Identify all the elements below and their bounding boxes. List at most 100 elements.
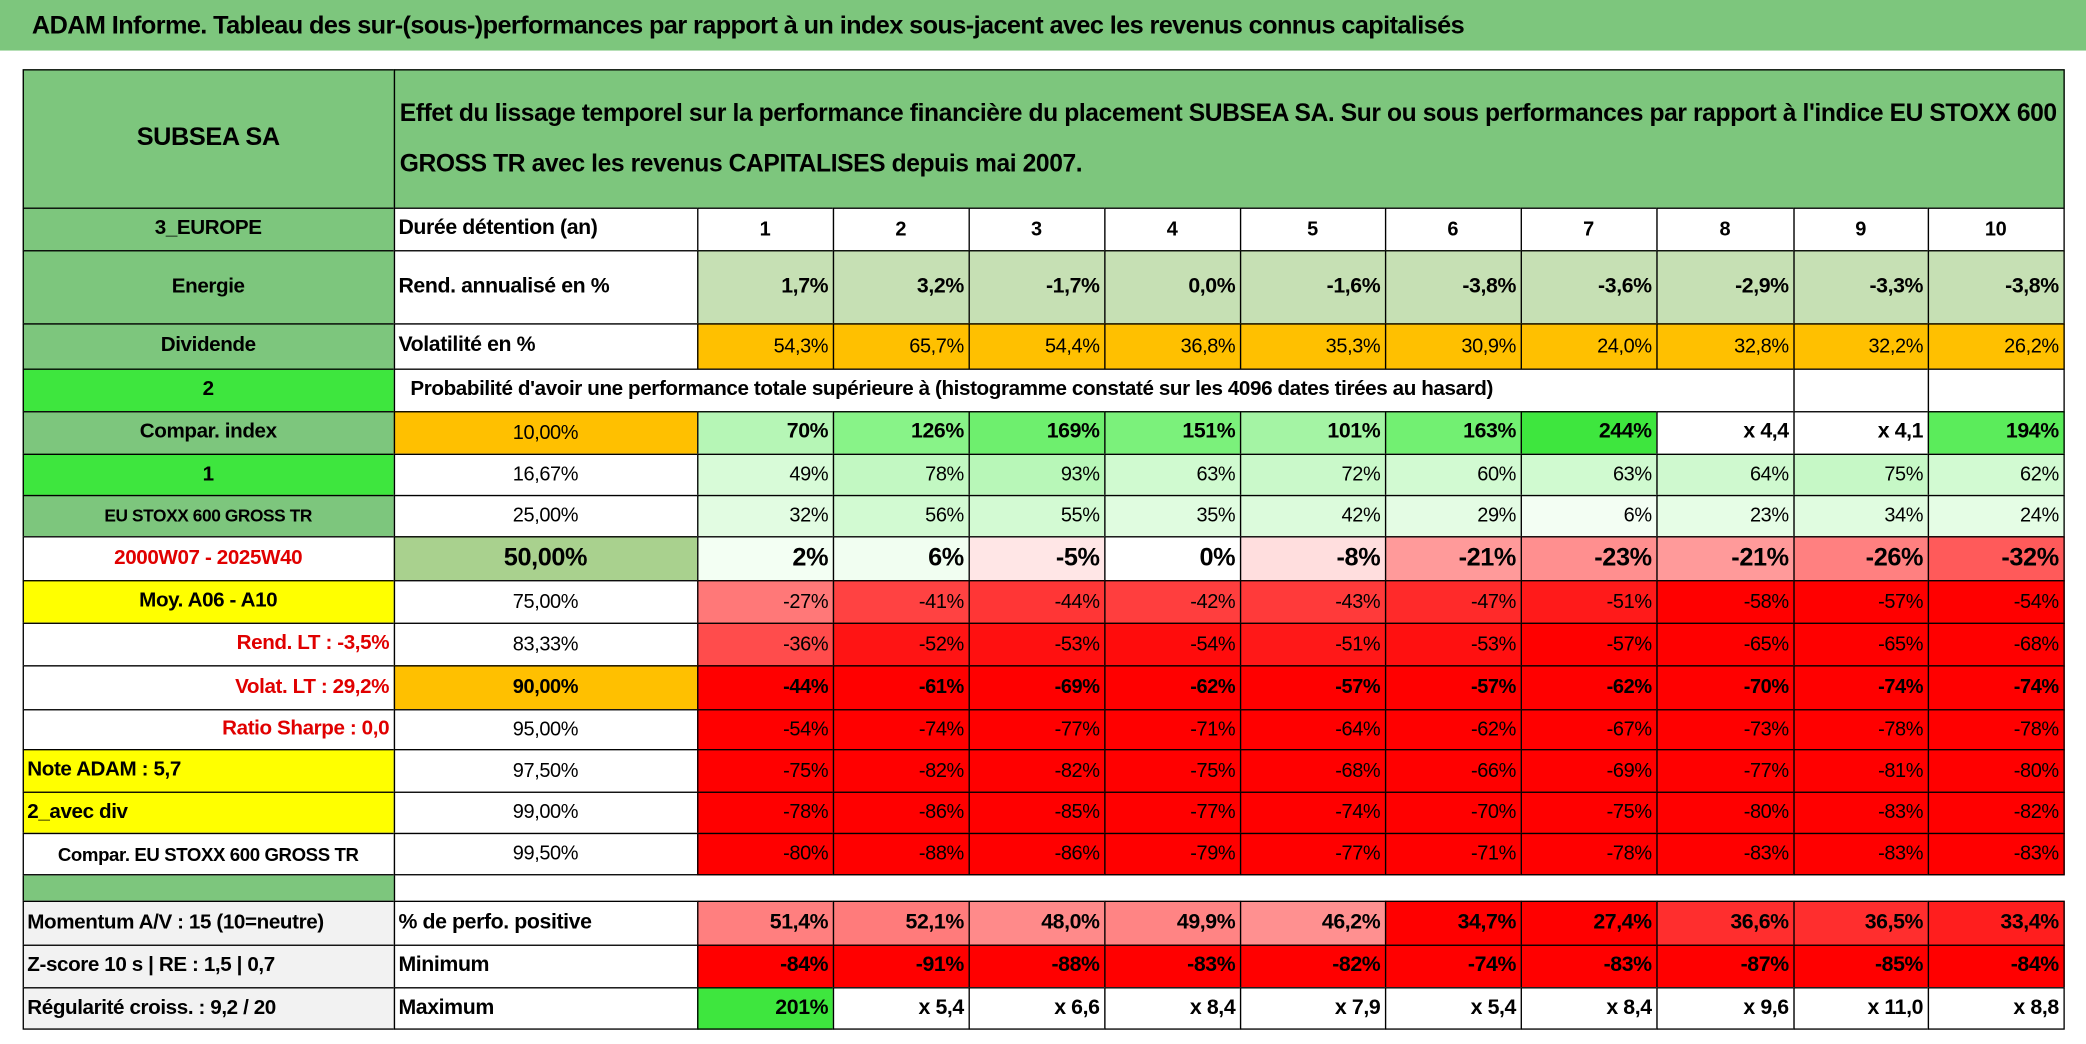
value-cell: -86% — [832, 790, 970, 834]
value-cell: 27,4% — [1519, 900, 1658, 946]
value-cell: -66% — [1384, 748, 1522, 793]
row-header: 97,50% — [393, 748, 698, 793]
row-header: Minimum — [393, 943, 698, 988]
value-cell: -77% — [1655, 748, 1795, 793]
value-cell: 54,3% — [696, 322, 834, 370]
value-cell: 1,7% — [696, 249, 834, 324]
value-cell: -43% — [1239, 579, 1386, 624]
value-cell: 3 — [967, 206, 1105, 251]
value-cell: 2 — [832, 206, 970, 251]
row-label: 1 — [21, 453, 395, 496]
value-cell: x 4,4 — [1655, 410, 1795, 455]
value-cell: 0% — [1103, 535, 1241, 581]
page-title: ADAM Informe. Tableau des sur-(sous-)per… — [31, 11, 1465, 40]
value-cell: -51% — [1239, 621, 1386, 666]
row-header: 16,67% — [393, 453, 698, 496]
value-cell: 46,2% — [1239, 900, 1386, 946]
row-label: 2 — [21, 367, 395, 412]
value-cell: -53% — [967, 621, 1105, 666]
value-cell: -78% — [1927, 708, 2065, 750]
value-cell: -42% — [1103, 579, 1241, 624]
spacer — [21, 873, 395, 902]
row-label: Z-score 10 s | RE : 1,5 | 0,7 — [21, 943, 395, 988]
value-cell: -86% — [967, 832, 1105, 875]
title-banner — [0, 0, 2086, 51]
value-cell: -68% — [1239, 748, 1386, 793]
value-cell: 244% — [1519, 410, 1658, 455]
value-cell: 42% — [1239, 494, 1386, 537]
value-cell: -1,6% — [1239, 249, 1386, 324]
value-cell: x 9,6 — [1655, 986, 1795, 1030]
row-label: Régularité croiss. : 9,2 / 20 — [21, 986, 395, 1030]
value-cell: 63% — [1103, 453, 1241, 496]
value-cell: 10 — [1927, 206, 2065, 251]
value-cell: 56% — [832, 494, 970, 537]
value-cell: 169% — [967, 410, 1105, 455]
value-cell: -82% — [832, 748, 970, 793]
value-cell: 151% — [1103, 410, 1241, 455]
value-cell: -78% — [1792, 708, 1929, 750]
value-cell: 163% — [1384, 410, 1522, 455]
value-cell: 26,2% — [1927, 322, 2065, 370]
value-cell: -61% — [832, 664, 970, 710]
row-label: Momentum A/V : 15 (10=neutre) — [21, 900, 395, 946]
value-cell: -81% — [1792, 748, 1929, 793]
value-cell: -85% — [967, 790, 1105, 834]
value-cell: 0,0% — [1103, 249, 1241, 324]
value-cell: x 5,4 — [832, 986, 970, 1030]
value-cell: 35,3% — [1239, 322, 1386, 370]
value-cell: 72% — [1239, 453, 1386, 496]
value-cell: -85% — [1792, 943, 1929, 988]
value-cell: -82% — [1927, 790, 2065, 834]
value-cell: -80% — [696, 832, 834, 875]
value-cell: -88% — [967, 943, 1105, 988]
value-cell: 101% — [1239, 410, 1386, 455]
value-cell: 201% — [696, 986, 834, 1030]
value-cell: -3,3% — [1792, 249, 1929, 324]
value-cell: -68% — [1927, 621, 2065, 666]
value-cell: -83% — [1792, 832, 1929, 875]
value-cell: 65,7% — [832, 322, 970, 370]
value-cell: 32,2% — [1792, 322, 1929, 370]
value-cell: 23% — [1655, 494, 1795, 537]
value-cell: -69% — [967, 664, 1105, 710]
value-cell: -64% — [1239, 708, 1386, 750]
value-cell: 52,1% — [832, 900, 970, 946]
value-cell: -75% — [696, 748, 834, 793]
value-cell: 29% — [1384, 494, 1522, 537]
value-cell: 60% — [1384, 453, 1522, 496]
value-cell: -77% — [967, 708, 1105, 750]
section-heading: Probabilité d'avoir une performance tota… — [393, 367, 1795, 412]
value-cell: 78% — [832, 453, 970, 496]
value-cell: -79% — [1103, 832, 1241, 875]
value-cell: -78% — [1519, 832, 1658, 875]
value-cell: 126% — [832, 410, 970, 455]
value-cell: -78% — [696, 790, 834, 834]
value-cell: -44% — [696, 664, 834, 710]
value-cell: 9 — [1792, 206, 1929, 251]
value-cell: x 11,0 — [1792, 986, 1929, 1030]
value-cell: -77% — [1103, 790, 1241, 834]
value-cell: -75% — [1519, 790, 1658, 834]
value-cell: 194% — [1927, 410, 2065, 455]
value-cell: -82% — [1239, 943, 1386, 988]
value-cell: 30,9% — [1384, 322, 1522, 370]
value-cell: 49,9% — [1103, 900, 1241, 946]
value-cell: x 7,9 — [1239, 986, 1386, 1030]
value-cell: 32% — [696, 494, 834, 537]
value-cell: 6% — [832, 535, 970, 581]
row-header: 99,50% — [393, 832, 698, 875]
value-cell: -52% — [832, 621, 970, 666]
value-cell: 1 — [696, 206, 834, 251]
value-cell: -51% — [1519, 579, 1658, 624]
value-cell: 6% — [1519, 494, 1658, 537]
value-cell: 35% — [1103, 494, 1241, 537]
value-cell: 62% — [1927, 453, 2065, 496]
value-cell: 36,8% — [1103, 322, 1241, 370]
value-cell: -67% — [1519, 708, 1658, 750]
value-cell: 34% — [1792, 494, 1929, 537]
value-cell: 70% — [696, 410, 834, 455]
row-header: 95,00% — [393, 708, 698, 750]
